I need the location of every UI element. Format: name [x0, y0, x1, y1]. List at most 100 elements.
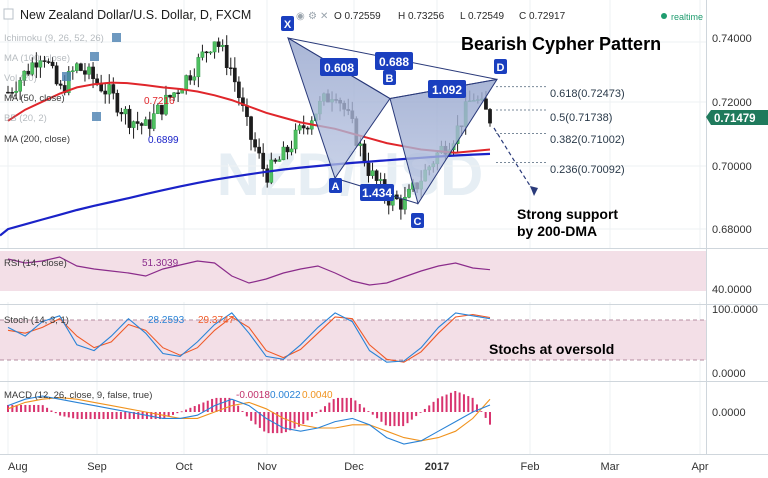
macd-hist-bar: [389, 412, 392, 427]
macd-hist-bar: [89, 412, 92, 420]
legend-ma50-value: 0.7216: [144, 96, 175, 107]
macd-hist-bar: [402, 412, 405, 427]
time-tick-3: Nov: [257, 461, 277, 473]
fib-label-0618: 0.618(0.72473): [550, 88, 625, 100]
macd-hist-bar: [46, 407, 49, 412]
macd-hist-bar: [185, 409, 188, 412]
legend-vol-eye-icon[interactable]: [62, 72, 71, 81]
macd-hist-bar: [206, 400, 209, 412]
candle-body: [91, 66, 95, 79]
candle-body: [192, 76, 197, 81]
macd-hist-bar: [337, 397, 340, 412]
candle-body: [204, 51, 209, 54]
candle-body: [46, 61, 51, 63]
candle-body: [358, 143, 363, 146]
macd-hist-bar: [63, 412, 66, 417]
macd-hist-bar: [102, 412, 105, 420]
candle-body: [366, 162, 371, 176]
collapse-toggle-icon[interactable]: [3, 8, 14, 20]
point-label-x: X: [281, 16, 294, 31]
time-axis: Aug Sep Oct Nov Dec 2017 Feb Mar Apr: [8, 461, 709, 473]
candle-body: [58, 83, 63, 86]
candle-body: [38, 60, 43, 68]
candle-body: [241, 97, 245, 106]
macd-hist-bar: [232, 400, 235, 412]
svg-text:1.434: 1.434: [362, 186, 392, 200]
macd-hist-bar: [137, 412, 140, 420]
rsi-value: 51.3039: [142, 258, 179, 269]
candle-body: [289, 148, 294, 153]
header-settings-icon[interactable]: ⚙: [308, 11, 317, 22]
candle-body: [273, 159, 278, 162]
point-label-c: C: [411, 213, 424, 228]
macd-signal-line: [7, 397, 491, 442]
macd-hist-bar: [202, 402, 205, 412]
rsi-band: [0, 251, 706, 291]
candle-body: [168, 94, 172, 98]
header-eye-icon[interactable]: ◉: [296, 11, 305, 22]
time-tick-7: Mar: [601, 461, 620, 473]
svg-text:X: X: [284, 19, 292, 31]
macd-hist-bar: [315, 412, 318, 414]
header-close-icon[interactable]: ✕: [320, 11, 328, 22]
ohlc-open: O 0.72559: [334, 11, 381, 22]
macd-hist-bar: [280, 412, 283, 434]
candle-body: [135, 121, 140, 124]
macd-hist-bar: [328, 402, 331, 412]
candle-body: [200, 51, 205, 58]
macd-legend: MACD (12, 26, close, 9, false, true): [4, 390, 152, 401]
macd-hist-bar: [363, 407, 366, 412]
macd-hist-bar: [367, 411, 370, 412]
legend-vol: Vol (20): [4, 73, 37, 84]
macd-hist-bar: [376, 412, 379, 419]
indicator-legend: Ichimoku (9, 26, 52, 26) MA (100, close)…: [4, 33, 179, 146]
candle-body: [180, 89, 185, 94]
macd-hist-bar: [80, 412, 83, 420]
candle-body: [75, 63, 79, 71]
macd-hist-bar: [132, 412, 135, 420]
candle-body: [224, 44, 229, 68]
macd-hist-bar: [154, 412, 157, 420]
macd-hist-bar: [33, 404, 36, 412]
candle-body: [10, 92, 14, 94]
macd-hist-bar: [15, 404, 18, 412]
legend-ma100-eye-icon[interactable]: [90, 52, 99, 61]
rsi-legend: RSI (14, close): [4, 258, 67, 269]
legend-bb-eye-icon[interactable]: [92, 112, 101, 121]
rsi-axis-tick: 40.0000: [712, 284, 752, 296]
macd-hist-bar: [224, 397, 227, 412]
macd-hist-bar: [72, 412, 75, 419]
legend-ichimoku-eye-icon[interactable]: [112, 33, 121, 42]
legend-ma200: MA (200, close): [4, 134, 70, 145]
legend-ichimoku: Ichimoku (9, 26, 52, 26): [4, 33, 104, 44]
candle-body: [301, 125, 306, 129]
macd-hist-bar: [76, 412, 79, 420]
candle-body: [143, 119, 148, 126]
macd-hist-bar: [441, 396, 444, 412]
candle-body: [196, 57, 201, 78]
rsi-line: [7, 256, 491, 286]
candle-body: [285, 146, 290, 153]
macd-hist-bar: [41, 405, 44, 412]
macd-hist-bar: [245, 412, 248, 417]
ratio-label-ac: 1.434: [360, 184, 394, 201]
macd-hist-bar: [397, 412, 400, 427]
macd-hist-bar: [189, 407, 192, 412]
price-tick-3: 0.70000: [712, 161, 752, 173]
macd-hist-bar: [341, 397, 344, 412]
svg-text:1.092: 1.092: [432, 83, 462, 97]
candle-body: [293, 129, 298, 150]
support-note-line1: Strong support: [517, 206, 618, 222]
projection-arrow: [493, 127, 535, 193]
price-tick-2: 0.72000: [712, 97, 752, 109]
ohlc-high: H 0.73256: [398, 11, 445, 22]
legend-bb: BB (20, 2): [4, 113, 47, 124]
macd-hist-bar: [11, 404, 14, 412]
fib-label-0236: 0.236(0.70092): [550, 164, 625, 176]
macd-hist-bar: [59, 412, 62, 416]
candle-body: [245, 105, 249, 117]
candle-body: [127, 108, 132, 128]
candle-body: [6, 91, 10, 94]
candle-body: [228, 67, 233, 69]
